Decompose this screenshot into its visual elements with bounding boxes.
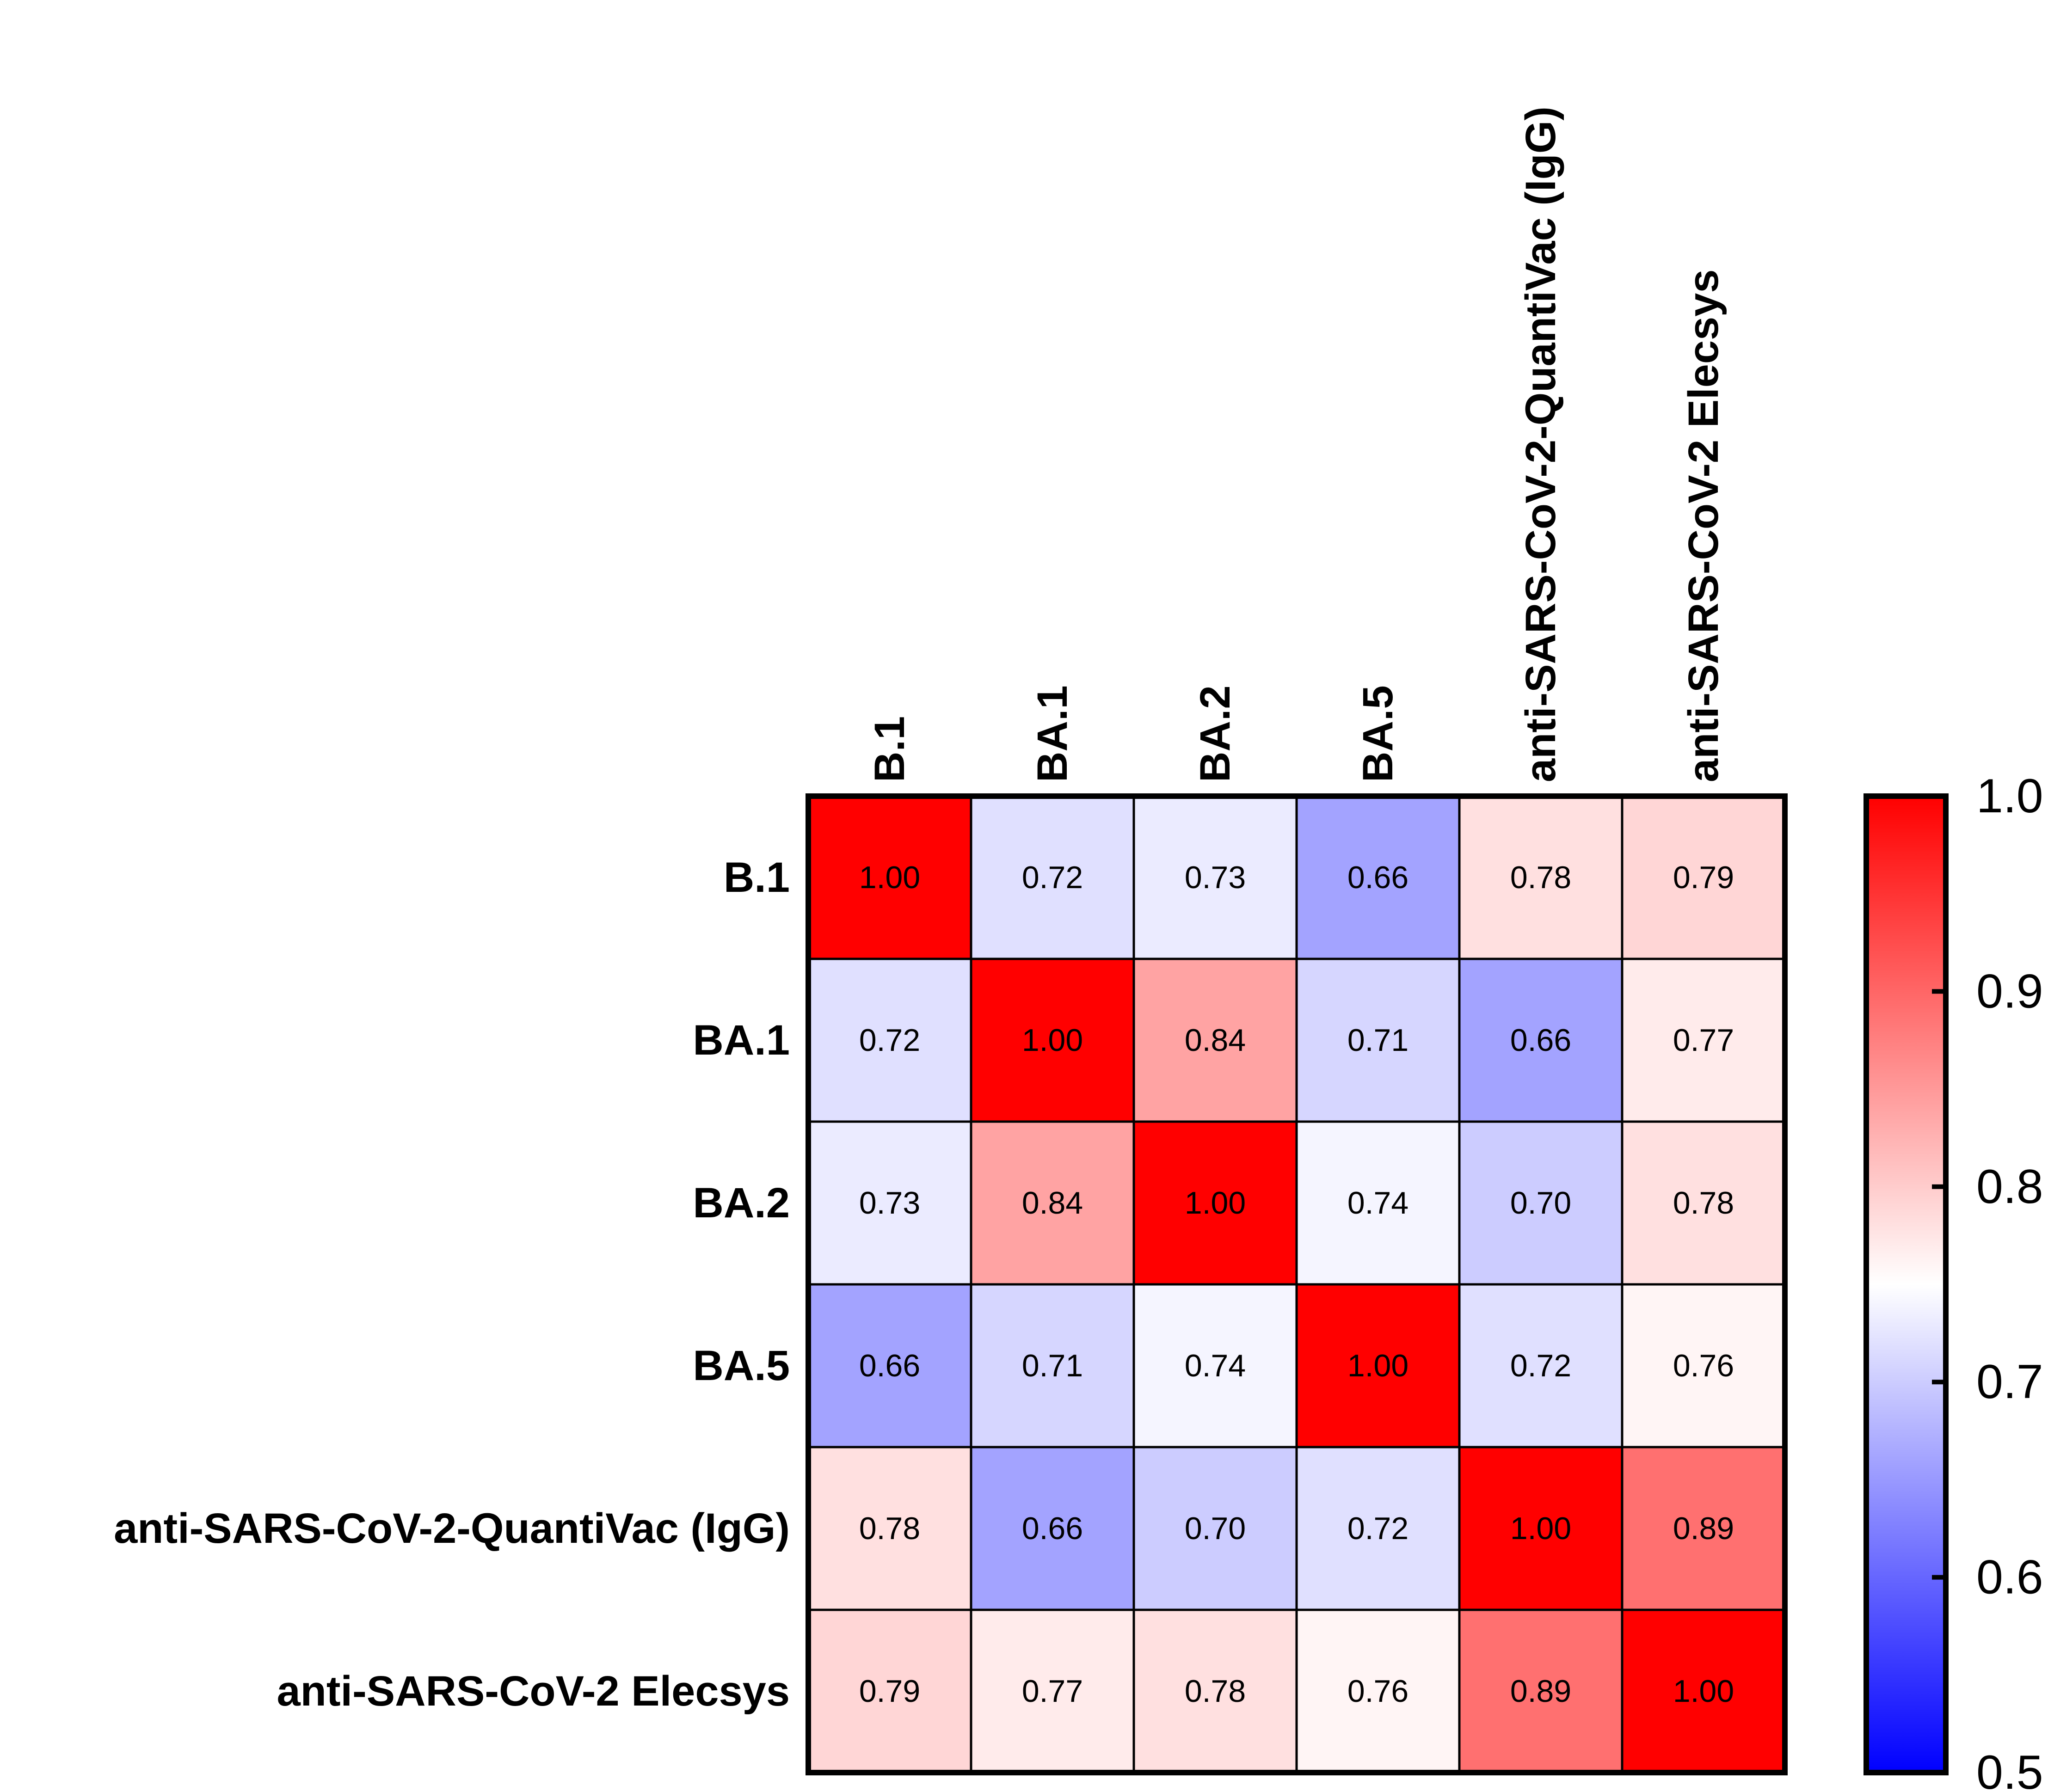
column-label-anti-sars-cov-2-quantivac-igg: anti-SARS-CoV-2-QuantiVac (IgG) — [1517, 106, 1564, 782]
cell-value-label: 0.72 — [859, 1023, 920, 1058]
cell-value-label: 0.77 — [1673, 1023, 1734, 1058]
cell-value-label: 0.72 — [1347, 1511, 1408, 1546]
heatmap-cell-3-4 — [1458, 1283, 1624, 1448]
heatmap-cell-3-0 — [807, 1283, 972, 1448]
heatmap-cell-5-5 — [1621, 1608, 1786, 1774]
cell-value-label: 1.00 — [1673, 1674, 1734, 1709]
cell-value-label: 0.73 — [859, 1185, 920, 1221]
cell-value-label: 0.84 — [1022, 1185, 1083, 1221]
column-label-anti-sars-cov-2-elecsys: anti-SARS-CoV-2 Elecsys — [1680, 270, 1727, 782]
cell-value-label: 0.72 — [1022, 860, 1083, 895]
heatmap-cell-4-3 — [1295, 1446, 1461, 1611]
cell-value-label: 0.76 — [1673, 1348, 1734, 1383]
colorbar-tick-label: 0.8 — [1976, 1160, 2043, 1214]
colorbar-tick-label: 0.5 — [1976, 1746, 2043, 1792]
column-label-ba-2: BA.2 — [1192, 685, 1239, 782]
heatmap-cell-5-0 — [807, 1608, 972, 1774]
cell-value-label: 1.00 — [1510, 1511, 1571, 1546]
cell-value-label: 1.00 — [1185, 1185, 1246, 1221]
cell-value-label: 0.78 — [1185, 1674, 1246, 1709]
colorbar: 1.0 0.9 0.8 0.7 0.6 0.5 — [1863, 769, 2043, 1792]
cell-value-label: 1.00 — [1347, 1348, 1408, 1383]
row-label-b-1: B.1 — [724, 854, 790, 901]
cell-value-label: 0.73 — [1185, 860, 1246, 895]
column-label-b-1: B.1 — [866, 716, 913, 782]
cell-value-label: 0.78 — [1510, 860, 1571, 895]
cell-value-label: 0.74 — [1347, 1185, 1408, 1221]
heatmap-cell-2-4 — [1458, 1120, 1624, 1286]
heatmap-cell-5-4 — [1458, 1608, 1624, 1774]
heatmap-cell-1-1 — [970, 957, 1135, 1123]
colorbar-tick-label: 0.9 — [1976, 964, 2043, 1018]
heatmap-cell-0-3 — [1295, 795, 1461, 960]
heatmap-cell-1-3 — [1295, 957, 1461, 1123]
cell-value-label: 0.84 — [1185, 1023, 1246, 1058]
row-label-ba-1: BA.1 — [693, 1017, 790, 1064]
cell-value-label: 0.66 — [1347, 860, 1408, 895]
cell-value-label: 0.78 — [1673, 1185, 1734, 1221]
heatmap-cell-2-3 — [1295, 1120, 1461, 1286]
cell-value-label: 0.70 — [1185, 1511, 1246, 1546]
cell-value-label: 0.66 — [1022, 1511, 1083, 1546]
cell-value-label: 0.70 — [1510, 1185, 1571, 1221]
heatmap-cell-0-0 — [807, 795, 972, 960]
colorbar-gradient — [1863, 793, 1949, 1775]
heatmap-cells: 1.00 0.72 0.73 0.66 0.78 0.79 0.72 1.00 0.84 0.71… — [807, 795, 1786, 1774]
row-label-ba-5: BA.5 — [693, 1342, 790, 1389]
row-labels: B.1 BA.1 BA.2 BA.5 anti-SARS-CoV-2-QuantiVac… — [114, 854, 790, 1715]
cell-value-label: 1.00 — [859, 860, 920, 895]
column-labels: B.1 BA.1 BA.2 BA.5 anti-SARS-CoV-2-QuantiVac… — [866, 106, 1727, 782]
cell-value-label: 0.89 — [1510, 1674, 1571, 1709]
row-label-anti-sars-cov-2-quantivac-igg: anti-SARS-CoV-2-QuantiVac (IgG) — [114, 1505, 790, 1552]
cell-value-label: 0.77 — [1022, 1674, 1083, 1709]
cell-value-label: 0.71 — [1347, 1023, 1408, 1058]
cell-value-label: 0.76 — [1347, 1674, 1408, 1709]
heatmap-cell-1-5 — [1621, 957, 1786, 1123]
heatmap-cell-2-5 — [1621, 1120, 1786, 1286]
colorbar-tick-label: 1.0 — [1976, 769, 2043, 823]
cell-value-label: 0.72 — [1510, 1348, 1571, 1383]
cell-value-label: 0.74 — [1185, 1348, 1246, 1383]
colorbar-tick-label: 0.7 — [1976, 1355, 2043, 1409]
heatmap-cell-0-1 — [970, 795, 1135, 960]
heatmap-cell-3-3 — [1295, 1283, 1461, 1448]
cell-value-label: 0.79 — [859, 1674, 920, 1709]
cell-value-label: 0.71 — [1022, 1348, 1083, 1383]
row-label-anti-sars-cov-2-elecsys: anti-SARS-CoV-2 Elecsys — [277, 1668, 790, 1715]
row-label-ba-2: BA.2 — [693, 1179, 790, 1227]
cell-value-label: 0.89 — [1673, 1511, 1734, 1546]
heatmap-frame — [806, 793, 1788, 1775]
heatmap-cell-0-5 — [1621, 795, 1786, 960]
cell-value-label: 0.66 — [859, 1348, 920, 1383]
column-label-ba-5: BA.5 — [1354, 685, 1402, 782]
heatmap-cell-2-1 — [970, 1120, 1135, 1286]
colorbar-tick-label: 0.6 — [1976, 1551, 2043, 1604]
heatmap-cell-3-2 — [1132, 1283, 1298, 1448]
column-label-ba-1: BA.1 — [1029, 685, 1076, 782]
cell-value-label: 0.78 — [859, 1511, 920, 1546]
heatmap-cell-3-1 — [970, 1283, 1135, 1448]
heatmap-cell-4-4 — [1458, 1446, 1624, 1611]
cell-value-label: 0.79 — [1673, 860, 1734, 895]
cell-value-label: 0.66 — [1510, 1023, 1571, 1058]
heatmap-cell-4-2 — [1132, 1446, 1298, 1611]
heatmap-cell-4-0 — [807, 1446, 972, 1611]
cell-value-label: 1.00 — [1022, 1023, 1083, 1058]
